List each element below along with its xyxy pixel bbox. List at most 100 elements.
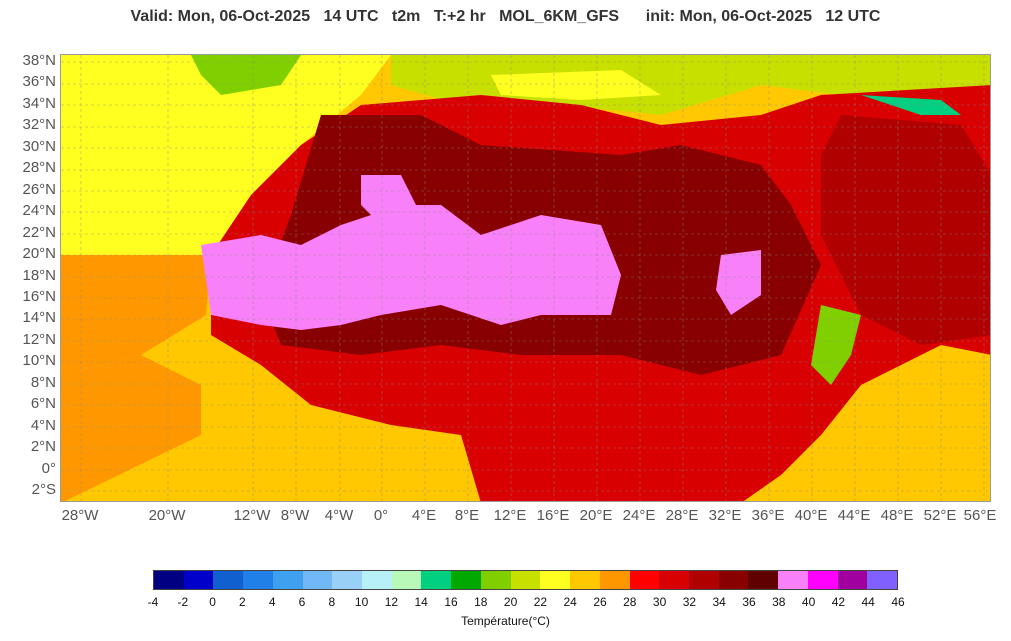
longitude-label: 56°E [963,507,997,524]
colorbar-tick-label: 44 [861,595,875,609]
colorbar-swatch [302,571,333,589]
colorbar-swatch [510,571,541,589]
latitude-label: 0° [41,459,56,477]
longitude-label: 4°E [411,507,437,524]
colorbar-tick-label: 10 [354,595,369,609]
ethiopia-highlands [811,305,861,385]
latitude-label: 4°N [30,416,56,434]
longitude-label: 16°E [536,507,570,524]
latitude-label: 8°N [30,373,56,391]
latitude-label: 16°N [22,287,56,305]
colorbar-swatch [688,571,719,589]
colorbar-swatch [183,571,214,589]
longitude-label: 8°E [454,507,480,524]
latitude-label: 12°N [22,330,56,348]
colorbar-tick-label: 22 [533,595,548,609]
latitude-label: 28°N [22,159,56,177]
colorbar-swatch [451,571,481,589]
colorbar-swatch [778,571,808,589]
europe-med-area [391,55,990,115]
colorbar-tick-label: 2 [239,595,246,609]
colorbar-swatch [659,571,689,589]
colorbar-tick-label: 0 [209,595,216,609]
colorbar-tick-label: 24 [563,595,577,609]
colorbar-tick-label: 26 [593,595,607,609]
latitude-label: 10°N [22,352,56,370]
colorbar-swatch [272,571,303,589]
colorbar-tick-label: 20 [503,595,518,609]
colorbar-swatch [362,571,392,589]
extreme-heat-algeria [361,175,421,225]
colorbar-swatch [213,571,244,589]
map-gridlines [61,55,990,501]
latitude-label: 6°N [30,395,56,413]
colorbar-swatch [807,571,838,589]
colorbar-swatch [867,571,897,589]
latitude-label: 32°N [22,116,56,134]
colorbar-tick-label: 12 [384,595,399,609]
colorbar-tick-label: 18 [474,595,488,609]
colorbar-swatch [540,571,571,589]
colorbar-swatch [837,571,868,589]
colorbar-swatch [391,571,422,589]
colorbar-swatch [480,571,511,589]
longitude-label: 20°E [579,507,613,524]
colorbar-tick-label: 40 [801,595,816,609]
atlantic-cool-area [61,55,391,265]
colorbar-tick-label: 34 [712,595,726,609]
latitude-label: 14°N [22,309,56,327]
colorbar-tick-label: 46 [891,595,905,609]
atlantic-green-patch [191,55,301,95]
colorbar-tick-label: -4 [147,595,159,609]
latitude-label: 36°N [22,73,56,91]
longitude-label: 28°W [61,507,99,524]
colorbar-tick-label: -2 [177,595,189,609]
latitude-label: 2°S [31,481,56,498]
longitude-label: 28°E [665,507,699,524]
longitude-label: 8°W [280,507,310,524]
temperature-field [61,55,990,501]
temperature-map [60,54,991,502]
latitude-label: 2°N [30,438,56,456]
longitude-label: 40°E [794,507,828,524]
colorbar-tick-label: 36 [742,595,756,609]
colorbar-swatch [243,571,273,589]
latitude-label: 20°N [22,245,56,263]
colorbar-unit-label: Température(°C) [461,614,550,628]
latitude-label: 38°N [22,52,56,69]
extreme-heat-sudan [716,250,761,315]
atlantic-orange-area [61,255,211,375]
colorbar-tick-label: 8 [328,595,336,609]
colorbar-swatch [599,571,630,589]
colorbar-swatch [421,571,452,589]
longitude-label: 20°W [148,507,186,524]
latitude-label: 34°N [22,94,56,112]
longitude-label: 32°E [708,507,742,524]
colorbar-tick-label: 38 [772,595,786,609]
longitude-label: 48°E [880,507,914,524]
longitude-label: 12°W [233,507,271,524]
longitude-label: 52°E [923,507,957,524]
turkey-cool-area [861,95,961,115]
colorbar-swatch [748,571,779,589]
med-sea-area [491,70,661,100]
colorbar-swatch [629,571,660,589]
colorbar [153,570,898,590]
colorbar-tick-label: 6 [298,595,306,609]
longitude-label: 36°E [751,507,785,524]
colorbar-tick-label: 30 [652,595,667,609]
latitude-label: 18°N [22,266,56,284]
colorbar-tick-label: 28 [623,595,637,609]
colorbar-swatch [332,571,363,589]
longitude-label: 0° [373,507,389,524]
colorbar-swatch [154,571,184,589]
longitude-label: 4°W [324,507,354,524]
chart-title: Valid: Mon, 06-Oct-2025 14 UTC t2m T:+2 … [130,8,881,25]
colorbar-tick-label: 32 [682,595,697,609]
latitude-label: 26°N [22,180,56,198]
south-atlantic-orange [61,355,201,501]
arabia-hot-area [821,115,990,345]
longitude-label: 24°E [622,507,656,524]
longitude-label: 44°E [837,507,871,524]
latitude-label: 22°N [22,223,56,241]
